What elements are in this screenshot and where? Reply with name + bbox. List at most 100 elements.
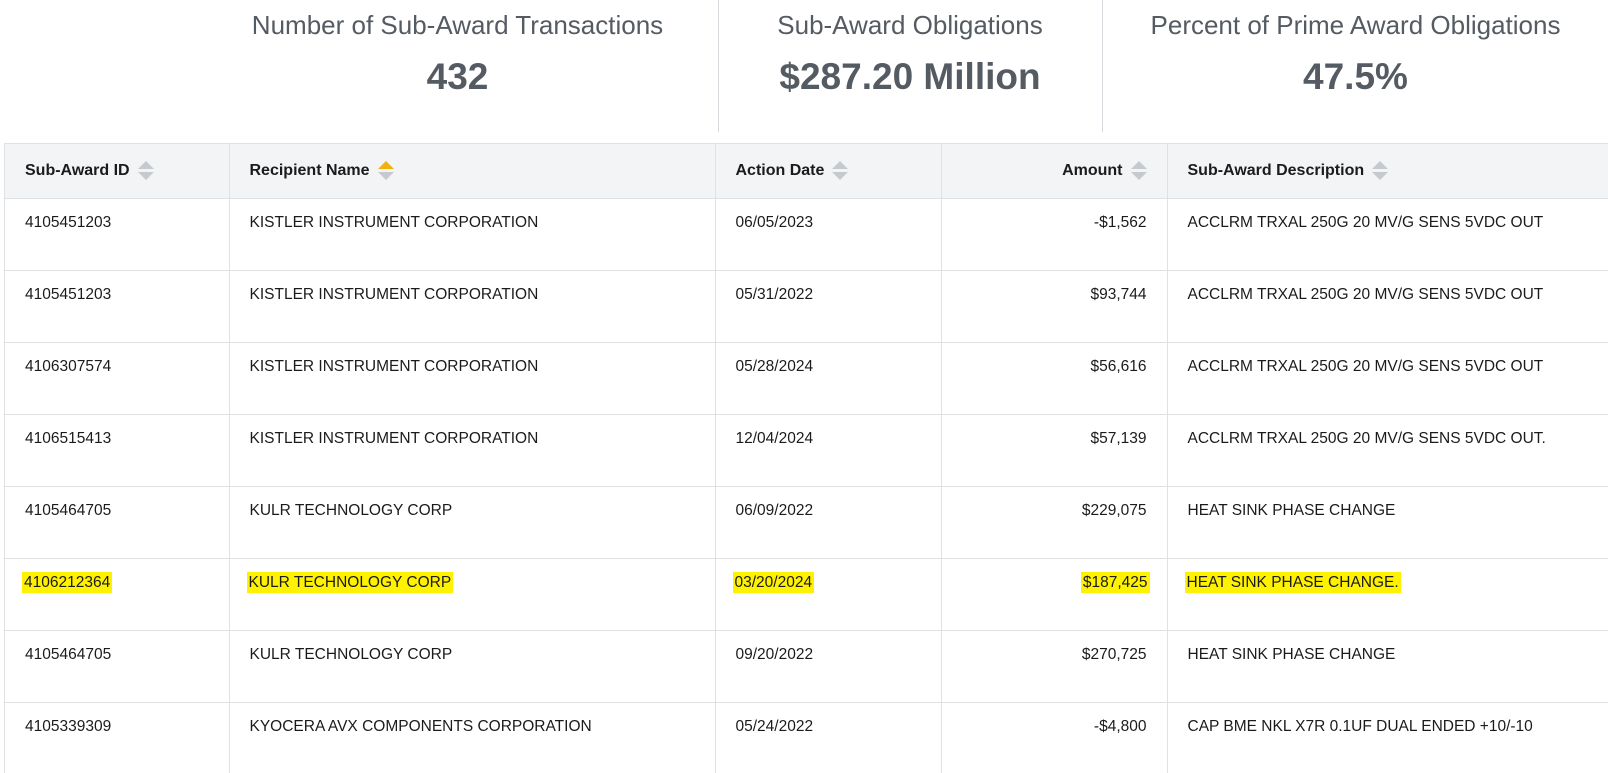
table-row: 4106212364 KULR TECHNOLOGY CORP 03/20/2024… (5, 558, 1608, 631)
cell-action-date: 05/24/2022 (715, 702, 942, 773)
cell-amount: $229,075 (941, 486, 1168, 559)
cell-sub-award-id-text: 4106212364 (22, 571, 113, 593)
cell-amount-text: $93,744 (1090, 285, 1147, 303)
cell-amount: $93,744 (941, 270, 1168, 343)
stat-divider (718, 0, 719, 132)
cell-sub-award-description: ACCLRM TRXAL 250G 20 MV/G SENS 5VDC OUT (1167, 270, 1608, 343)
sort-icon[interactable] (1130, 161, 1147, 181)
cell-sub-award-description: ACCLRM TRXAL 250G 20 MV/G SENS 5VDC OUT (1167, 342, 1608, 415)
cell-action-date-text: 06/09/2022 (735, 501, 814, 519)
table-row: 4105464705 KULR TECHNOLOGY CORP 09/20/2022… (5, 630, 1608, 703)
cell-recipient-name: KISTLER INSTRUMENT CORPORATION (229, 414, 716, 487)
cell-sub-award-description-text: HEAT SINK PHASE CHANGE (1187, 645, 1396, 663)
cell-sub-award-description: ACCLRM TRXAL 250G 20 MV/G SENS 5VDC OUT (1167, 198, 1608, 271)
cell-amount: -$1,562 (941, 198, 1168, 271)
cell-sub-award-id: 4105464705 (5, 486, 230, 559)
stat-transactions-label: Number of Sub-Award Transactions (251, 10, 664, 40)
cell-amount: $187,425 (941, 558, 1168, 631)
column-header-sub-award-description[interactable]: Sub-Award Description (1167, 144, 1608, 199)
stat-percent: Percent of Prime Award Obligations 47.5% (1103, 0, 1608, 132)
cell-amount: $56,616 (941, 342, 1168, 415)
cell-amount: $57,139 (941, 414, 1168, 487)
cell-recipient-name: KYOCERA AVX COMPONENTS CORPORATION (229, 702, 716, 773)
cell-recipient-name-text: KISTLER INSTRUMENT CORPORATION (249, 285, 539, 303)
stat-divider (1102, 0, 1103, 132)
stat-obligations-value: $287.20 Million (779, 56, 1041, 97)
stat-transactions-value: 432 (426, 56, 489, 97)
cell-amount: -$4,800 (941, 702, 1168, 773)
column-header-label: Amount (1062, 161, 1123, 179)
cell-amount-text: $57,139 (1090, 429, 1147, 447)
stat-transactions: Number of Sub-Award Transactions 432 (225, 0, 690, 132)
cell-sub-award-id: 4105451203 (5, 270, 230, 343)
cell-action-date: 06/09/2022 (715, 486, 942, 559)
cell-sub-award-id: 4105339309 (5, 702, 230, 773)
stat-percent-label: Percent of Prime Award Obligations (1150, 10, 1561, 40)
stat-obligations-label: Sub-Award Obligations (777, 10, 1043, 40)
cell-recipient-name: KULR TECHNOLOGY CORP (229, 558, 716, 631)
cell-sub-award-id: 4105451203 (5, 198, 230, 271)
cell-sub-award-description-text: ACCLRM TRXAL 250G 20 MV/G SENS 5VDC OUT (1187, 285, 1544, 303)
cell-amount-text: -$4,800 (1093, 717, 1147, 735)
cell-sub-award-id-text: 4105464705 (25, 501, 112, 519)
sort-icon[interactable] (832, 161, 849, 181)
column-header-label: Action Date (735, 161, 825, 179)
cell-amount-text: $187,425 (1080, 571, 1150, 593)
cell-recipient-name: KULR TECHNOLOGY CORP (229, 486, 716, 559)
cell-sub-award-description-text: CAP BME NKL X7R 0.1UF DUAL ENDED +10/-10 (1187, 717, 1533, 735)
cell-action-date-text: 05/24/2022 (735, 717, 814, 735)
cell-amount-text: $229,075 (1081, 501, 1147, 519)
table-row: 4105464705 KULR TECHNOLOGY CORP 06/09/2022… (5, 486, 1608, 559)
table-row: 4105451203 KISTLER INSTRUMENT CORPORATION… (5, 198, 1608, 271)
cell-recipient-name-text: KULR TECHNOLOGY CORP (249, 645, 453, 663)
column-header-label: Sub-Award Description (1187, 161, 1365, 179)
cell-recipient-name-text: KYOCERA AVX COMPONENTS CORPORATION (249, 717, 592, 735)
cell-sub-award-id-text: 4106515413 (25, 429, 112, 447)
column-header-sub-award-id[interactable]: Sub-Award ID (5, 144, 230, 199)
column-header-label: Sub-Award ID (25, 161, 130, 179)
cell-amount: $270,725 (941, 630, 1168, 703)
sub-awards-table: Sub-Award ID Recipient Name Action Date (5, 144, 1608, 773)
cell-recipient-name-text: KULR TECHNOLOGY CORP (249, 501, 453, 519)
cell-sub-award-id: 4105464705 (5, 630, 230, 703)
column-header-amount[interactable]: Amount (941, 144, 1168, 199)
cell-action-date-text: 05/28/2024 (735, 357, 814, 375)
cell-sub-award-id-text: 4105451203 (25, 213, 112, 231)
column-header-label: Recipient Name (249, 161, 370, 179)
cell-action-date-text: 05/31/2022 (735, 285, 814, 303)
table-row: 4105451203 KISTLER INSTRUMENT CORPORATION… (5, 270, 1608, 343)
table-row: 4106515413 KISTLER INSTRUMENT CORPORATION… (5, 414, 1608, 487)
cell-amount-text: $56,616 (1090, 357, 1147, 375)
cell-sub-award-id-text: 4105451203 (25, 285, 112, 303)
cell-action-date: 09/20/2022 (715, 630, 942, 703)
cell-sub-award-description-text: HEAT SINK PHASE CHANGE (1187, 501, 1396, 519)
cell-sub-award-description: HEAT SINK PHASE CHANGE (1167, 486, 1608, 559)
cell-recipient-name-text: KISTLER INSTRUMENT CORPORATION (249, 357, 539, 375)
cell-recipient-name-text: KISTLER INSTRUMENT CORPORATION (249, 429, 539, 447)
table-row: 4105339309 KYOCERA AVX COMPONENTS CORPORA… (5, 702, 1608, 773)
cell-sub-award-description-text: ACCLRM TRXAL 250G 20 MV/G SENS 5VDC OUT (1187, 213, 1544, 231)
cell-recipient-name-text: KISTLER INSTRUMENT CORPORATION (249, 213, 539, 231)
sort-icon[interactable] (1372, 161, 1389, 181)
column-header-recipient-name[interactable]: Recipient Name (229, 144, 716, 199)
sort-icon[interactable] (137, 161, 154, 181)
stat-percent-value: 47.5% (1303, 56, 1408, 97)
sort-ascending-icon[interactable] (377, 161, 394, 181)
cell-sub-award-id: 4106515413 (5, 414, 230, 487)
cell-recipient-name: KISTLER INSTRUMENT CORPORATION (229, 198, 716, 271)
cell-sub-award-id: 4106307574 (5, 342, 230, 415)
column-header-action-date[interactable]: Action Date (715, 144, 942, 199)
cell-action-date-text: 06/05/2023 (735, 213, 814, 231)
table-header: Sub-Award ID Recipient Name Action Date (5, 144, 1608, 199)
cell-action-date: 05/28/2024 (715, 342, 942, 415)
cell-sub-award-id-text: 4105339309 (25, 717, 112, 735)
cell-action-date: 05/31/2022 (715, 270, 942, 343)
table-body: 4105451203 KISTLER INSTRUMENT CORPORATION… (5, 198, 1608, 773)
cell-sub-award-description: HEAT SINK PHASE CHANGE. (1167, 558, 1608, 631)
cell-recipient-name-text: KULR TECHNOLOGY CORP (246, 571, 454, 593)
table-header-row: Sub-Award ID Recipient Name Action Date (5, 144, 1608, 199)
cell-recipient-name: KULR TECHNOLOGY CORP (229, 630, 716, 703)
cell-action-date: 06/05/2023 (715, 198, 942, 271)
sub-awards-table-container: Sub-Award ID Recipient Name Action Date (4, 143, 1608, 773)
